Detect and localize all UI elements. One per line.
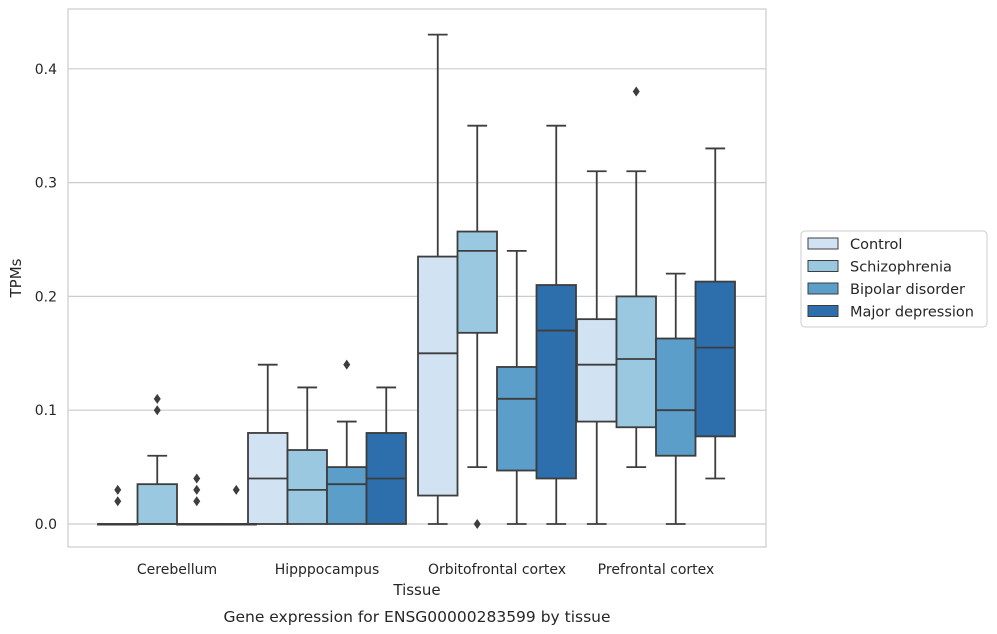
box-bipolar-disorder xyxy=(176,473,218,526)
legend-label: Schizophrenia xyxy=(850,260,952,276)
iqr-box xyxy=(286,449,328,525)
iqr-box xyxy=(456,230,498,334)
box-series xyxy=(97,33,736,529)
outlier-point xyxy=(153,405,161,416)
box-major-depression xyxy=(365,386,407,525)
x-axis-label: Tissue xyxy=(392,581,440,599)
x-tick-label: Orbitofrontal cortex xyxy=(428,562,566,578)
box-schizophrenia xyxy=(286,386,328,525)
iqr-box xyxy=(535,284,577,480)
outlier-point xyxy=(193,484,201,495)
iqr-box xyxy=(576,318,618,423)
outlier-point xyxy=(473,519,481,529)
iqr-box xyxy=(136,483,178,525)
y-tick-label: 0.1 xyxy=(35,403,57,419)
legend-swatch xyxy=(807,237,839,250)
outlier-point xyxy=(114,484,122,495)
y-tick-label: 0.4 xyxy=(35,62,57,78)
outlier-point xyxy=(232,484,240,495)
iqr-box xyxy=(496,366,538,472)
box-major-depression xyxy=(215,484,257,526)
iqr-box xyxy=(417,255,459,497)
x-tick-label: Cerebellum xyxy=(137,562,217,578)
box-major-depression xyxy=(535,124,577,525)
legend-label: Bipolar disorder xyxy=(850,282,965,298)
box-control xyxy=(97,484,139,526)
outlier-point xyxy=(114,496,122,507)
box-bipolar-disorder xyxy=(326,359,368,525)
outlier-point xyxy=(343,359,351,370)
legend-swatch xyxy=(807,260,839,272)
y-tick-labels: 0.0 0.1 0.2 0.3 0.4 xyxy=(35,62,57,533)
iqr-box xyxy=(326,466,368,525)
y-tick-label: 0.2 xyxy=(35,289,57,305)
box-schizophrenia xyxy=(615,86,657,469)
legend-frame xyxy=(800,230,988,328)
box-bipolar-disorder xyxy=(655,272,697,525)
legend-label: Control xyxy=(850,237,902,253)
y-tick-label: 0.0 xyxy=(35,517,57,533)
legend-label: Major depression xyxy=(850,305,974,321)
chart-caption: Gene expression for ENSG00000283599 by t… xyxy=(223,608,610,626)
outlier-point xyxy=(632,86,640,97)
legend: Control Schizophrenia Bipolar disorder Majo… xyxy=(800,230,988,328)
outlier-point xyxy=(153,393,161,404)
y-axis-label: TPMs xyxy=(7,258,25,298)
box-schizophrenia xyxy=(136,393,178,525)
legend-swatch xyxy=(807,305,839,317)
outlier-point xyxy=(193,473,201,484)
iqr-box xyxy=(655,337,697,457)
box-major-depression xyxy=(694,147,736,480)
box-control xyxy=(417,33,459,525)
x-tick-labels: Cerebellum Hipppocampus Orbitofrontal cort… xyxy=(137,562,714,578)
y-tick-label: 0.3 xyxy=(35,176,57,192)
box-schizophrenia xyxy=(456,124,498,529)
x-tick-label: Prefrontal cortex xyxy=(598,562,715,578)
box-control xyxy=(247,363,289,525)
legend-swatch xyxy=(807,282,839,295)
plot-frame xyxy=(67,8,767,548)
box-control xyxy=(576,170,618,525)
x-tick-label: Hipppocampus xyxy=(275,562,380,578)
outlier-point xyxy=(193,496,201,507)
iqr-box xyxy=(694,280,736,438)
iqr-box xyxy=(615,295,657,429)
box-bipolar-disorder xyxy=(496,249,538,525)
